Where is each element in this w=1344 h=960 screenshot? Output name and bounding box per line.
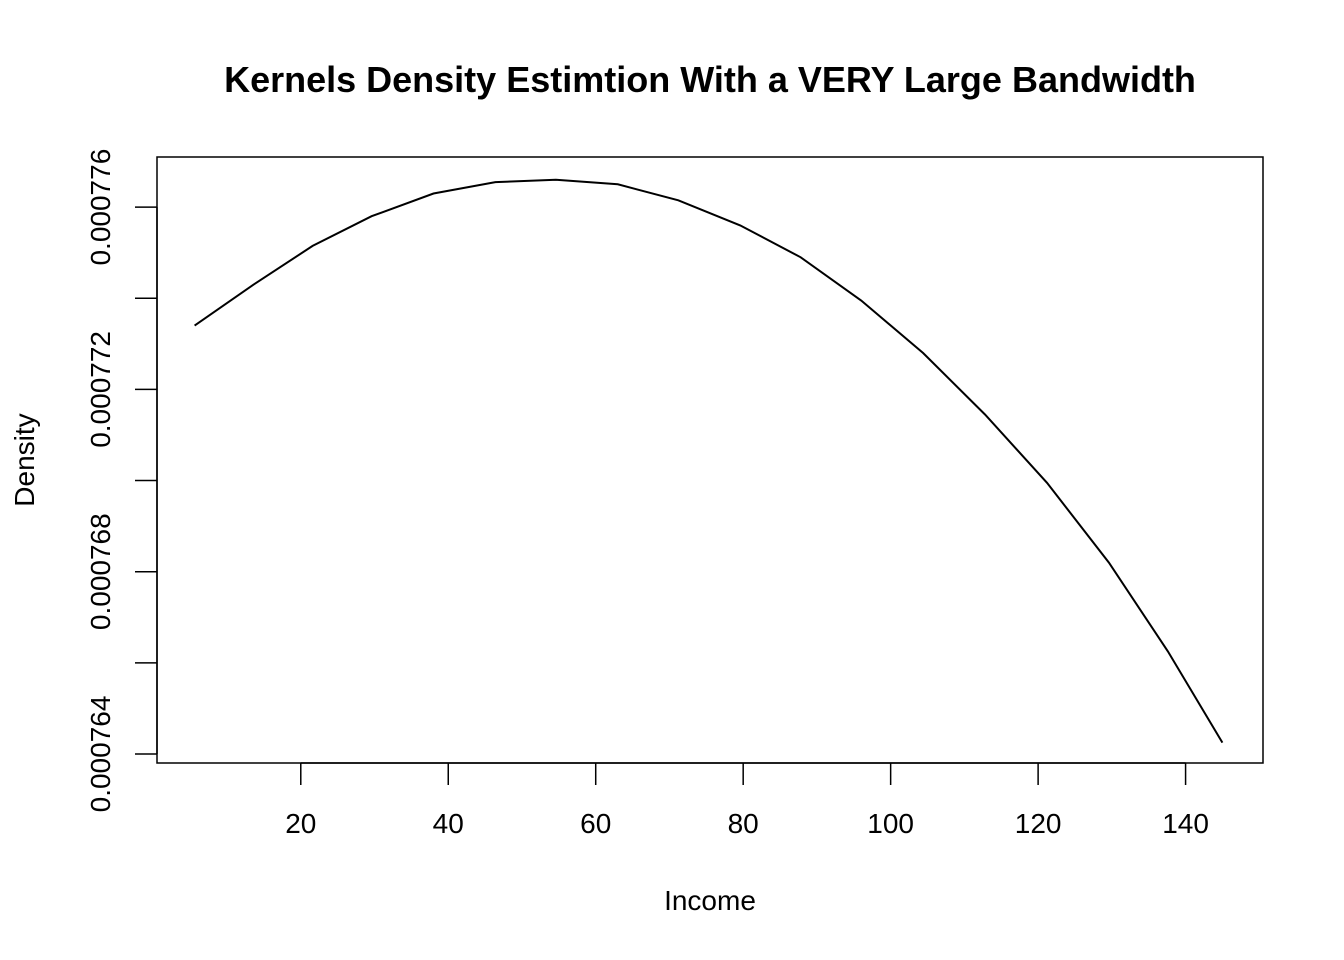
chart-title: Kernels Density Estimtion With a VERY La… — [224, 59, 1196, 100]
x-tick-label: 140 — [1162, 808, 1209, 839]
x-axis: 20 40 60 80 100 120 140 — [285, 762, 1209, 839]
y-axis-label: Density — [9, 413, 40, 506]
y-tick-label: 0.000776 — [85, 149, 116, 266]
x-tick-label: 120 — [1015, 808, 1062, 839]
x-tick-label: 20 — [285, 808, 316, 839]
x-tick-label: 40 — [433, 808, 464, 839]
x-tick-label: 60 — [580, 808, 611, 839]
plot-frame — [156, 156, 1264, 764]
x-tick-label: 100 — [867, 808, 914, 839]
y-tick-label: 0.000764 — [85, 696, 116, 813]
density-line — [194, 178, 1224, 744]
y-tick-label: 0.000768 — [85, 513, 116, 630]
y-axis: 0.000764 0.000768 0.000772 0.000776 — [85, 149, 158, 813]
x-axis-label: Income — [664, 885, 756, 916]
y-tick-label: 0.000772 — [85, 331, 116, 448]
x-tick-label: 80 — [728, 808, 759, 839]
